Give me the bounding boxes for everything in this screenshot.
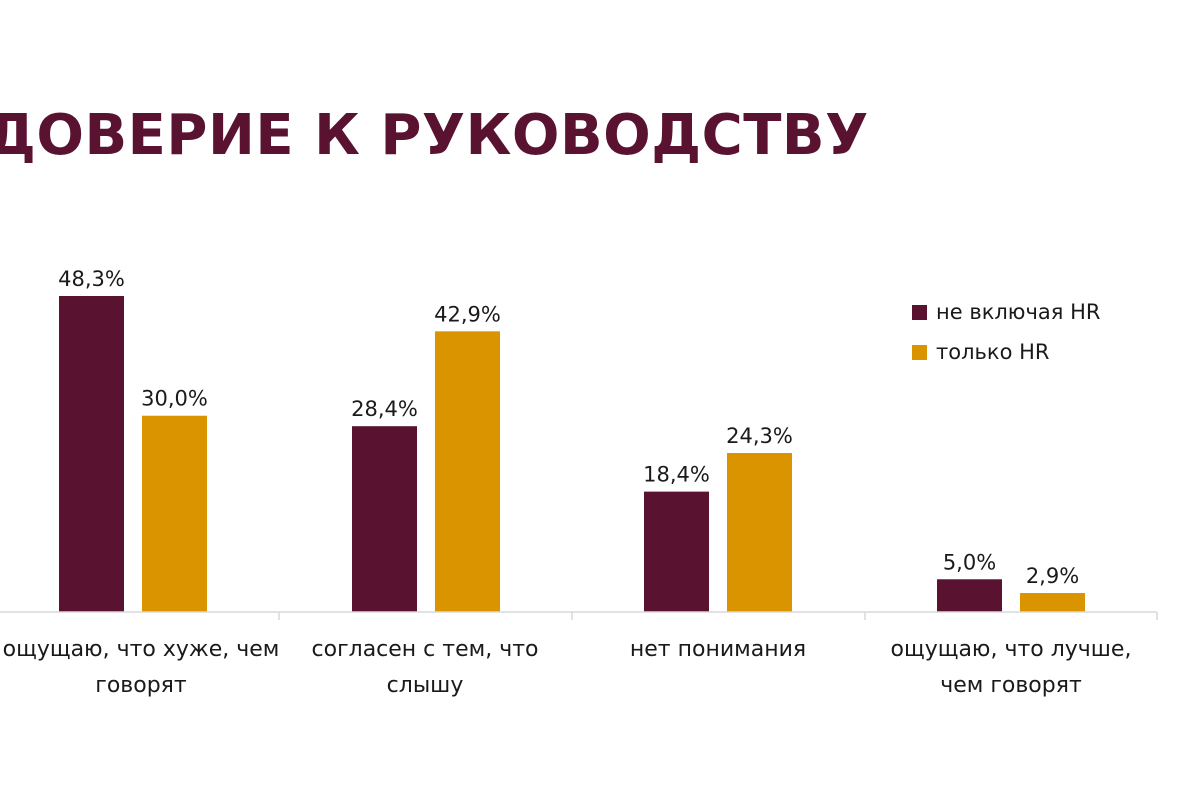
value-label-series-1-category-1: 48,3% [58, 267, 125, 291]
value-label-series-2-category-1: 30,0% [141, 387, 208, 411]
bar-series-2-category-2 [435, 331, 500, 612]
bar-series-1-category-2 [352, 426, 417, 612]
legend-item-series-2: только HR [912, 340, 1100, 364]
value-label-series-1-category-2: 28,4% [351, 397, 418, 421]
category-label-4: ощущаю, что лучше, чем говорят [890, 637, 1132, 698]
bar-series-2-category-1 [142, 415, 207, 612]
category-label-2: согласен с тем, что слышу [311, 637, 539, 698]
value-labels-group: 48,3% 28,4% 18,4% 5,0% 30,0% 42,9% 24,3% 2,9% [58, 267, 1079, 588]
value-label-series-1-category-3: 18,4% [643, 463, 710, 487]
value-label-series-2-category-3: 24,3% [726, 424, 793, 448]
bar-series-1-category-1 [59, 296, 124, 612]
legend-swatch-series-1 [912, 304, 927, 320]
legend: не включая HR только HR [912, 302, 1100, 382]
value-label-series-2-category-2: 42,9% [434, 302, 501, 326]
bar-series-2-category-3 [727, 453, 792, 612]
legend-label-series-1: не включая HR [936, 300, 1101, 324]
bar-series-1-category-4 [937, 579, 1002, 612]
bar-series-1-category-3 [644, 491, 709, 612]
x-axis-ticks [278, 612, 1158, 620]
category-label-1: ощущаю, что хуже, чем говорят [2, 637, 280, 698]
bars-group [59, 296, 1085, 612]
legend-label-series-2: только HR [936, 340, 1050, 364]
chart-title: ДОВЕРИЕ К РУКОВОДСТВУ [0, 103, 869, 168]
value-label-series-1-category-4: 5,0% [943, 550, 996, 574]
value-label-series-2-category-4: 2,9% [1026, 564, 1079, 588]
category-label-3: нет понимания [629, 637, 807, 662]
bar-series-2-category-4 [1020, 593, 1085, 612]
legend-item-series-1: не включая HR [912, 300, 1101, 324]
legend-swatch-series-2 [912, 344, 927, 360]
